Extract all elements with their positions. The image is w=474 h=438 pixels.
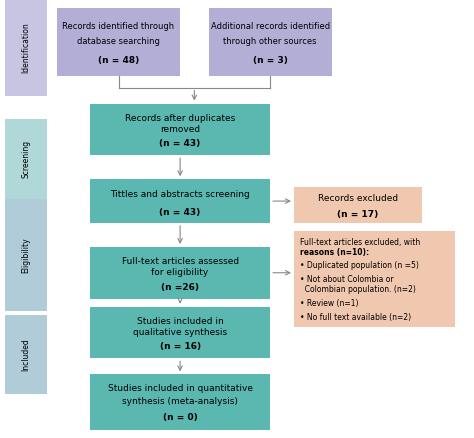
FancyBboxPatch shape [209, 8, 332, 76]
Text: • No full text available (n=2): • No full text available (n=2) [300, 313, 411, 322]
Text: Screening: Screening [22, 140, 30, 178]
Text: for eligibility: for eligibility [152, 268, 209, 277]
FancyBboxPatch shape [5, 120, 47, 199]
Text: Studies included in quantitative: Studies included in quantitative [108, 384, 253, 393]
Text: Full-text articles excluded, with: Full-text articles excluded, with [300, 238, 420, 247]
FancyBboxPatch shape [5, 314, 47, 394]
Text: through other sources: through other sources [223, 37, 317, 46]
Text: removed: removed [160, 125, 200, 134]
Text: • Duplicated population (n =5): • Duplicated population (n =5) [300, 261, 419, 270]
FancyBboxPatch shape [90, 307, 270, 358]
Text: database searching: database searching [77, 37, 160, 46]
Text: Full-text articles assessed: Full-text articles assessed [121, 257, 239, 266]
FancyBboxPatch shape [90, 179, 270, 223]
Text: • Not about Colombia or: • Not about Colombia or [300, 275, 394, 284]
Text: • Review (n=1): • Review (n=1) [300, 299, 358, 308]
Text: (n = 43): (n = 43) [159, 208, 201, 216]
FancyBboxPatch shape [90, 247, 270, 299]
Text: (n = 16): (n = 16) [160, 343, 201, 351]
Text: reasons (n=10):: reasons (n=10): [300, 248, 369, 257]
FancyBboxPatch shape [294, 187, 422, 223]
FancyBboxPatch shape [90, 103, 270, 155]
Text: Identification: Identification [22, 22, 30, 73]
Text: Eligibility: Eligibility [22, 237, 30, 272]
FancyBboxPatch shape [57, 8, 180, 76]
Text: Records identified through: Records identified through [63, 22, 174, 32]
Text: Records excluded: Records excluded [318, 194, 398, 203]
FancyBboxPatch shape [5, 0, 47, 95]
Text: Studies included in: Studies included in [137, 317, 224, 325]
Text: Included: Included [22, 338, 30, 371]
Text: Records after duplicates: Records after duplicates [125, 113, 235, 123]
FancyBboxPatch shape [5, 199, 47, 311]
Text: (n =26): (n =26) [161, 283, 199, 292]
Text: (n = 3): (n = 3) [253, 56, 288, 65]
Text: Colombian population. (n=2): Colombian population. (n=2) [300, 285, 416, 294]
Text: (n = 0): (n = 0) [163, 413, 198, 422]
Text: qualitative synthesis: qualitative synthesis [133, 328, 227, 337]
Text: synthesis (meta-analysis): synthesis (meta-analysis) [122, 396, 238, 406]
Text: (n = 43): (n = 43) [159, 139, 201, 148]
Text: Additional records identified: Additional records identified [210, 22, 330, 32]
Text: (n = 17): (n = 17) [337, 209, 379, 219]
FancyBboxPatch shape [90, 374, 270, 430]
FancyBboxPatch shape [294, 231, 455, 326]
Text: (n = 48): (n = 48) [98, 56, 139, 65]
Text: Tittles and abstracts screening: Tittles and abstracts screening [110, 190, 250, 199]
